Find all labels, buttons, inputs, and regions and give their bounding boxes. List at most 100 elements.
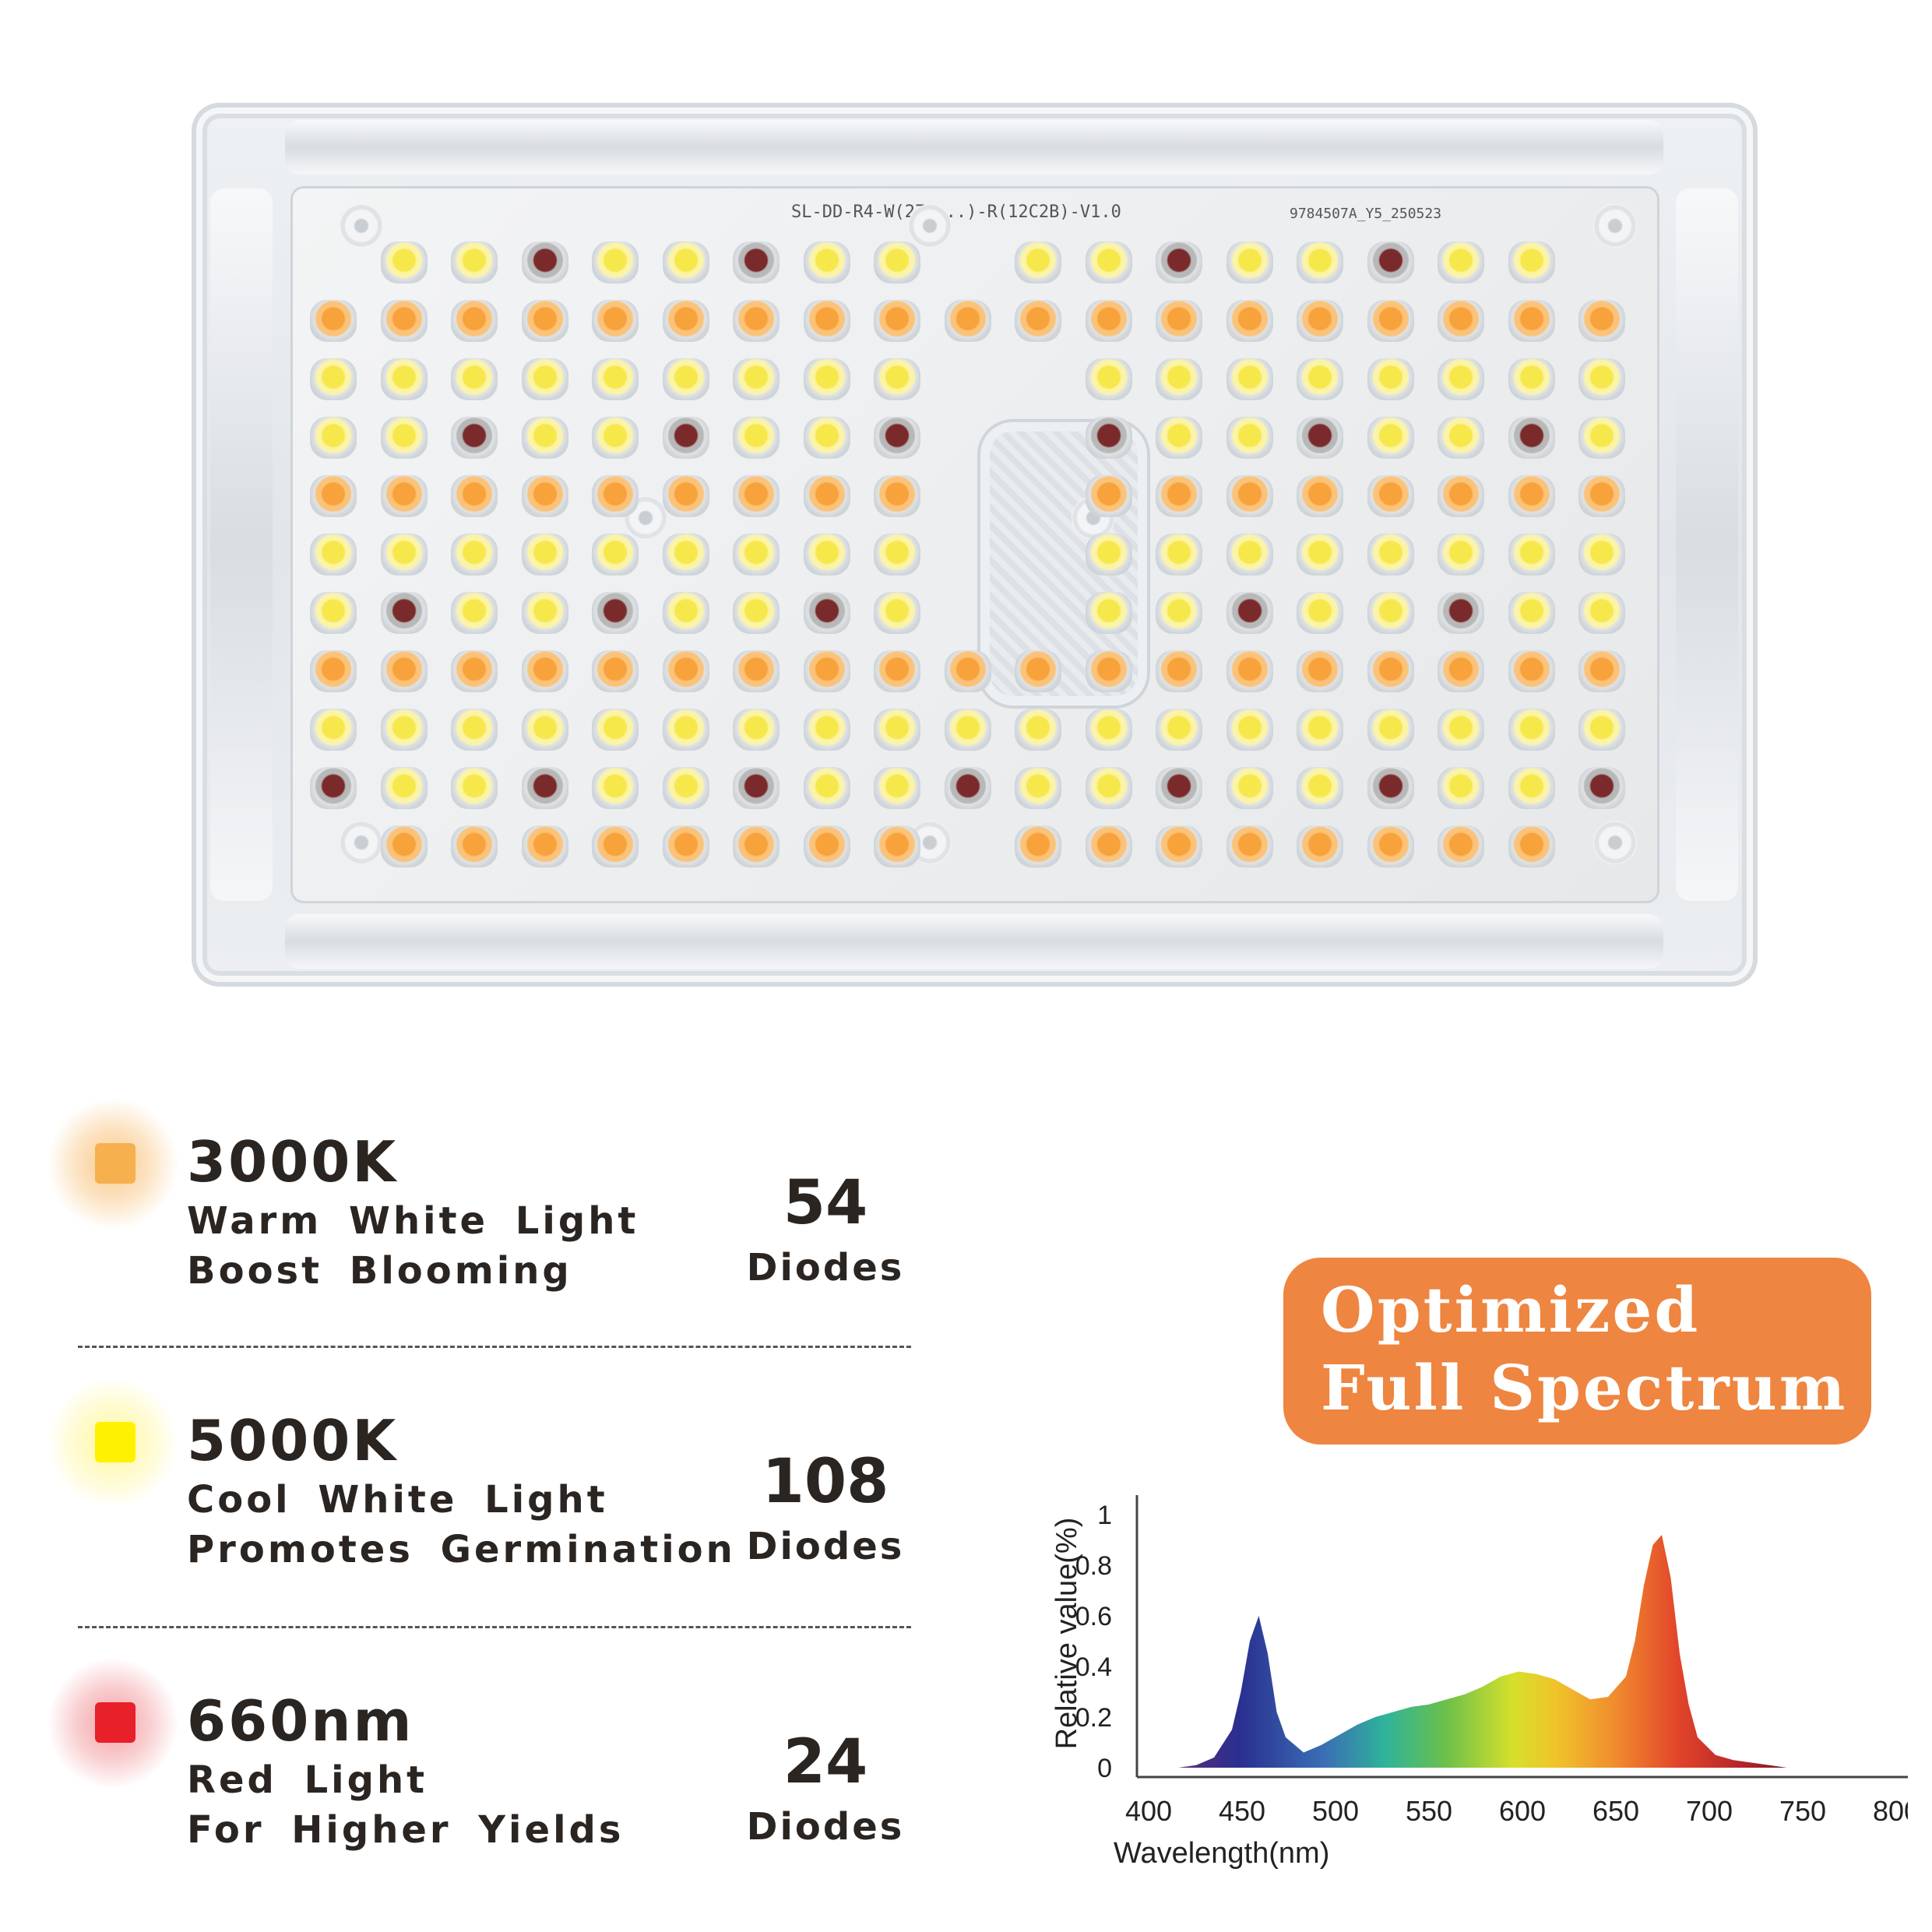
- led-diode: [944, 300, 991, 342]
- legend-divider: [78, 1626, 911, 1628]
- optimized-badge: Optimized Full Spectrum: [1283, 1258, 1871, 1445]
- led-diode: [380, 475, 428, 517]
- led-diode: [1508, 709, 1555, 751]
- led-diode: [803, 533, 850, 575]
- led-diode: [592, 592, 639, 634]
- led-diode: [1226, 825, 1273, 867]
- led-diode: [1578, 592, 1625, 634]
- led-diode: [1578, 417, 1625, 459]
- led-diode: [521, 358, 568, 400]
- led-diode: [1226, 417, 1273, 459]
- badge-line-1: Optimized: [1321, 1273, 1701, 1346]
- led-diode: [874, 417, 920, 459]
- led-diode: [380, 709, 428, 751]
- led-diode: [1156, 358, 1202, 400]
- red-swatch: [95, 1702, 135, 1743]
- led-diode: [1015, 241, 1061, 283]
- led-diode: [1226, 650, 1273, 692]
- led-diode: [1438, 592, 1484, 634]
- led-diode: [1297, 592, 1343, 634]
- led-diode: [733, 709, 779, 751]
- led-diode: [874, 767, 920, 809]
- led-diode: [1297, 709, 1343, 751]
- led-diode: [803, 475, 850, 517]
- led-diode: [1578, 533, 1625, 575]
- x-tick-label: 600: [1499, 1795, 1546, 1827]
- led-diode: [1085, 709, 1132, 751]
- y-tick-label: 0.6: [1075, 1602, 1112, 1631]
- led-diode: [733, 358, 779, 400]
- mounting-hole: [340, 204, 383, 248]
- led-diode: [803, 241, 850, 283]
- led-diode: [662, 709, 709, 751]
- x-tick-label: 500: [1312, 1795, 1359, 1827]
- led-diode: [874, 650, 920, 692]
- led-diode: [1226, 709, 1273, 751]
- led-diode: [592, 241, 639, 283]
- led-diode: [733, 475, 779, 517]
- led-diode: [521, 417, 568, 459]
- led-diode: [662, 358, 709, 400]
- legend-title: 3000K: [187, 1129, 399, 1195]
- led-diode: [1578, 709, 1625, 751]
- diode-unit: Diodes: [746, 1805, 905, 1849]
- led-diode: [733, 592, 779, 634]
- led-diode: [1367, 825, 1414, 867]
- led-diode: [1367, 592, 1414, 634]
- led-diode: [380, 767, 428, 809]
- led-diode: [1508, 358, 1555, 400]
- led-diode: [1367, 533, 1414, 575]
- led-diode: [451, 592, 498, 634]
- led-diode: [874, 533, 920, 575]
- x-tick-label: 450: [1219, 1795, 1265, 1827]
- led-diode: [1508, 650, 1555, 692]
- legend-title: 5000K: [187, 1408, 399, 1473]
- legend-description: Red Light: [187, 1758, 428, 1802]
- led-diode: [1508, 825, 1555, 867]
- led-diode: [1085, 592, 1132, 634]
- y-tick-label: 0.4: [1075, 1652, 1112, 1682]
- led-diode: [310, 475, 357, 517]
- led-diode: [1226, 475, 1273, 517]
- led-diode: [803, 417, 850, 459]
- led-diode: [662, 475, 709, 517]
- diode-count: 24: [783, 1727, 868, 1797]
- led-diode: [944, 709, 991, 751]
- led-diode: [521, 709, 568, 751]
- led-diode: [944, 650, 991, 692]
- led-diode: [451, 358, 498, 400]
- left-rail: [210, 188, 273, 901]
- led-diode: [1297, 241, 1343, 283]
- led-diode: [1226, 358, 1273, 400]
- led-diode: [1156, 825, 1202, 867]
- led-diode: [1156, 241, 1202, 283]
- led-diode: [1367, 475, 1414, 517]
- led-diode: [592, 475, 639, 517]
- led-diode: [1438, 417, 1484, 459]
- mounting-hole: [908, 204, 952, 248]
- led-diode: [521, 533, 568, 575]
- led-diode: [1438, 241, 1484, 283]
- legend-row-3000k: 3000K Warm White Light Boost Blooming 54…: [47, 1098, 919, 1316]
- led-diode: [1578, 358, 1625, 400]
- diode-unit: Diodes: [746, 1525, 905, 1568]
- led-diode: [1367, 709, 1414, 751]
- led-diode: [662, 592, 709, 634]
- led-diode: [803, 592, 850, 634]
- led-diode: [1015, 300, 1061, 342]
- mounting-hole: [1593, 204, 1637, 248]
- led-diode: [1085, 300, 1132, 342]
- led-diode: [592, 358, 639, 400]
- led-diode: [1297, 767, 1343, 809]
- badge-line-2: Full Spectrum: [1321, 1351, 1848, 1424]
- right-rail: [1676, 188, 1738, 901]
- led-diode: [1438, 475, 1484, 517]
- legend-benefit: Promotes Germination: [187, 1528, 736, 1571]
- led-diode: [1297, 533, 1343, 575]
- led-diode: [592, 300, 639, 342]
- led-diode: [310, 767, 357, 809]
- led-diode: [733, 241, 779, 283]
- led-diode: [1156, 475, 1202, 517]
- top-rail: [285, 120, 1663, 174]
- y-tick-label: 1: [1097, 1501, 1112, 1530]
